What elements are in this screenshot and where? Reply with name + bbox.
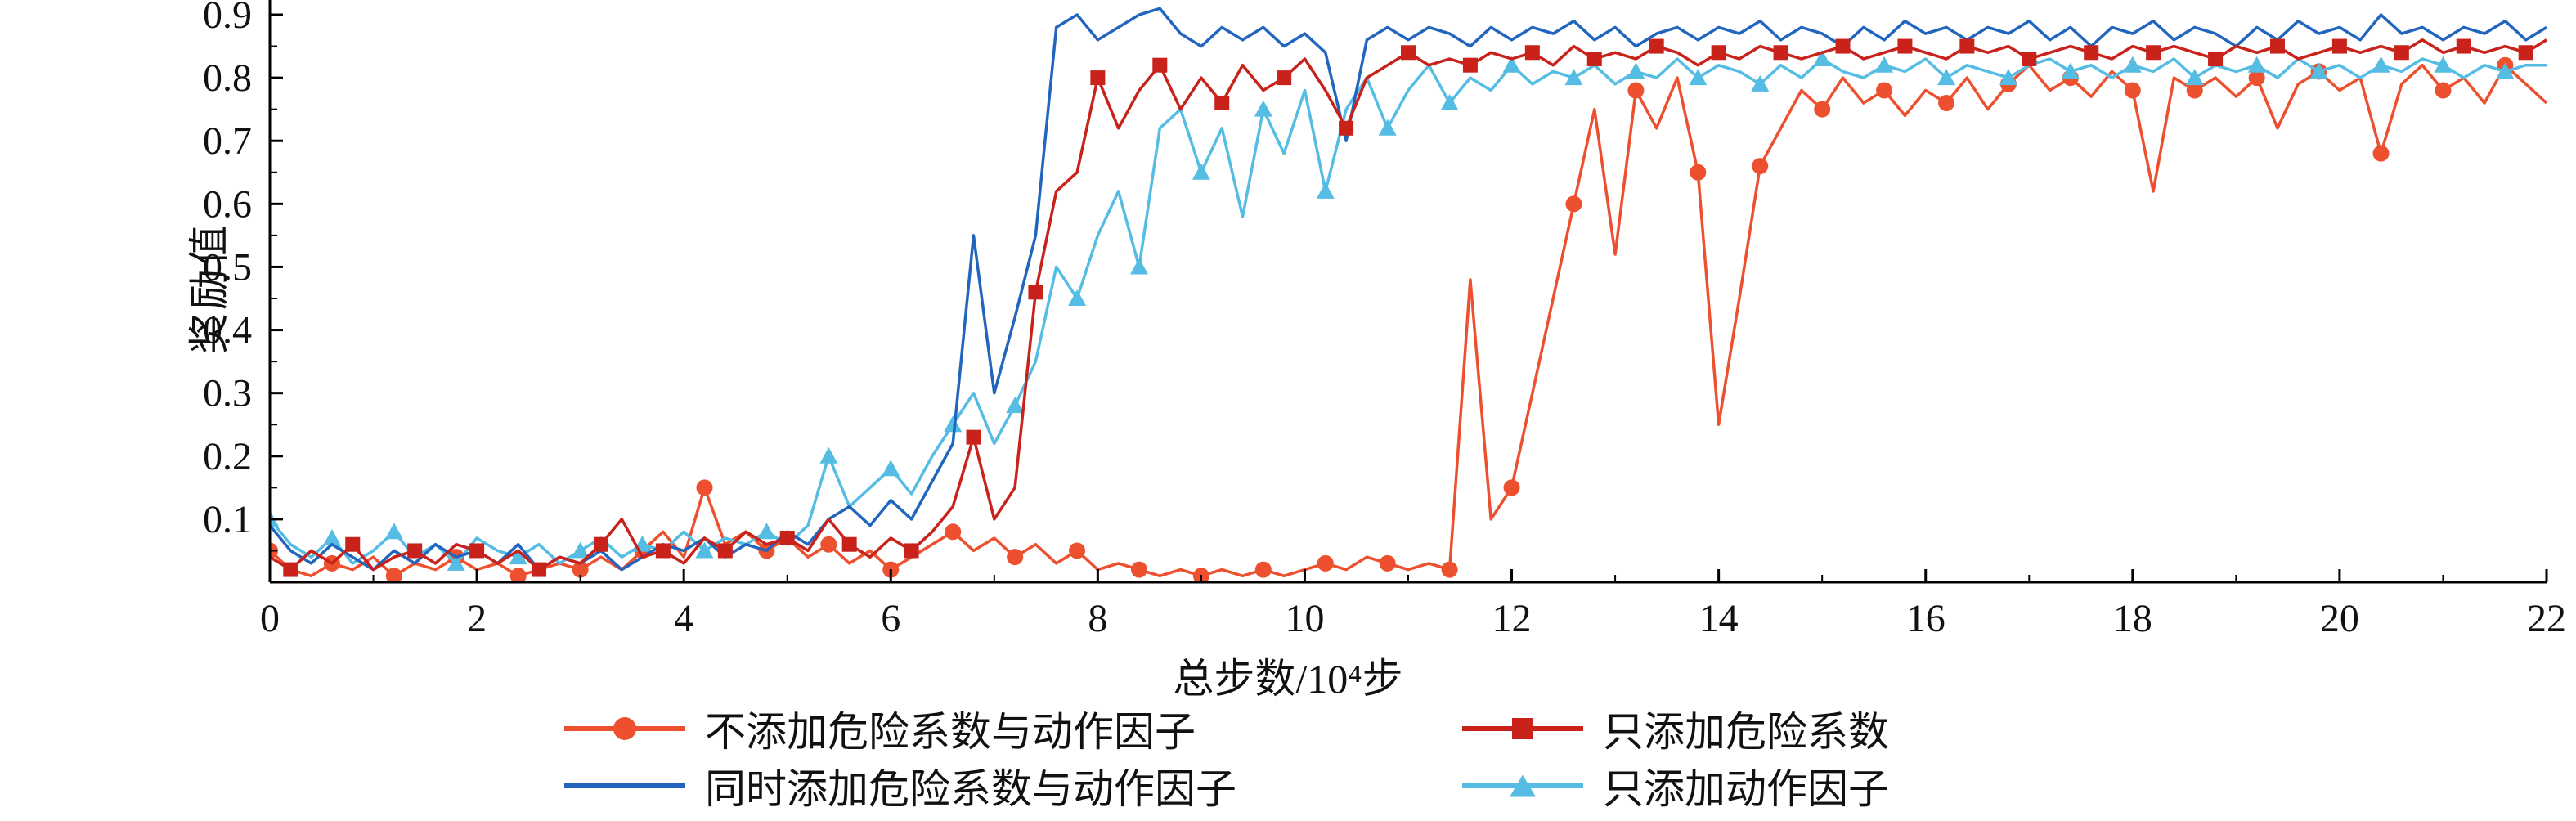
svg-text:22: 22 [2527, 597, 2566, 640]
svg-text:0.4: 0.4 [203, 309, 252, 352]
legend-line [564, 783, 685, 788]
series-line-1 [270, 38, 2547, 572]
series-markers-3 [270, 49, 2515, 571]
svg-text:6: 6 [881, 597, 900, 640]
svg-text:12: 12 [1492, 597, 1532, 640]
svg-text:0.7: 0.7 [203, 119, 252, 163]
series-markers-1 [283, 38, 2533, 577]
legend-line-square-icon [1462, 714, 1583, 743]
x-axis-title: 总步数/10⁴步 [1173, 656, 1403, 702]
svg-text:10: 10 [1285, 597, 1324, 640]
series-line-0 [270, 63, 2547, 578]
svg-text:16: 16 [1906, 597, 1945, 640]
svg-text:0.6: 0.6 [203, 182, 252, 226]
svg-text:4: 4 [674, 597, 693, 640]
triangle-marker-icon [1510, 774, 1536, 797]
svg-text:0: 0 [260, 597, 280, 640]
svg-text:0.9: 0.9 [203, 0, 252, 37]
svg-text:0.3: 0.3 [203, 372, 252, 415]
svg-text:8: 8 [1088, 597, 1107, 640]
legend-item-risk-only: 只添加危险系数 [1462, 705, 1889, 755]
series-line-3 [270, 57, 2547, 565]
legend-label-action-only: 只添加动作因子 [1603, 766, 1889, 812]
svg-text:2: 2 [467, 597, 487, 640]
legend-line-icon [564, 771, 685, 801]
tick-labels: 0 2 4 6 8 10 12 14 16 18 20 22 0.1 0.2 0.3 0.4 0.5 0.6 0.7… [203, 0, 2566, 640]
legend-label-no-factors: 不添加危险系数与动作因子 [705, 709, 1196, 755]
series-markers-0 [270, 56, 2514, 582]
svg-text:0.5: 0.5 [203, 245, 252, 289]
legend-line-triangle-icon [1462, 771, 1583, 801]
circle-marker-icon [613, 717, 636, 740]
svg-text:0.8: 0.8 [203, 56, 252, 100]
legend-label-both-factors: 同时添加危险系数与动作因子 [705, 766, 1236, 812]
plot-series [270, 7, 2547, 582]
svg-text:14: 14 [1699, 597, 1739, 640]
legend-line-circle-icon [564, 714, 685, 743]
minor-ticks [270, 45, 2444, 582]
svg-text:0.1: 0.1 [203, 498, 252, 541]
svg-text:0.2: 0.2 [203, 435, 252, 478]
legend-label-risk-only: 只添加危险系数 [1603, 709, 1889, 755]
svg-text:18: 18 [2113, 597, 2152, 640]
svg-text:20: 20 [2320, 597, 2359, 640]
axes [268, 0, 2548, 584]
legend-item-action-only: 只添加动作因子 [1462, 762, 1889, 812]
reward-line-chart: 0 2 4 6 8 10 12 14 16 18 20 22 0.1 0.2 0.3 0.4 0.5 0.6 0.7… [203, 0, 2566, 640]
legend-item-both-factors: 同时添加危险系数与动作因子 [564, 762, 1236, 812]
square-marker-icon [1512, 718, 1533, 739]
legend-item-no-factors: 不添加危险系数与动作因子 [564, 705, 1196, 755]
series-line-2 [270, 7, 2547, 572]
